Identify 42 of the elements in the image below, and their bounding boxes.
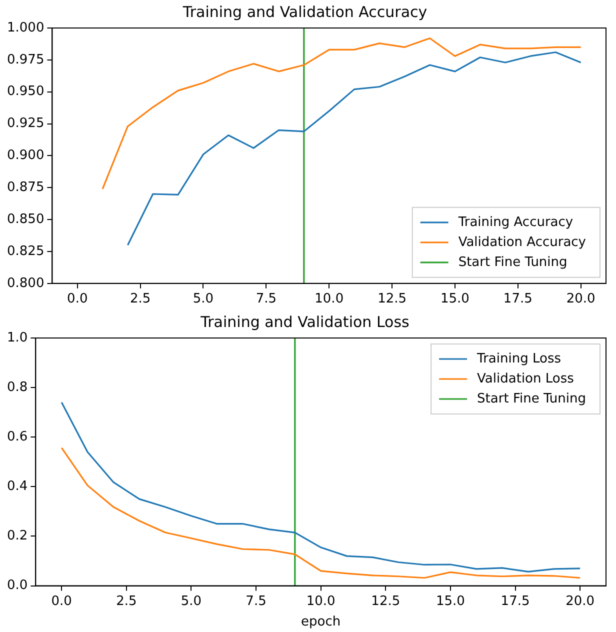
x-tick-label: 20.0	[566, 292, 596, 307]
x-tick-label: 0.0	[51, 594, 72, 609]
x-tick-label: 0.0	[67, 292, 88, 307]
y-tick-label: 0.850	[7, 212, 44, 227]
y-tick-label: 0.975	[7, 52, 44, 68]
y-tick-label: 0.875	[7, 180, 44, 195]
y-tick-label: 0.925	[7, 116, 44, 132]
x-tick-label: 20.0	[566, 594, 595, 609]
y-tick-label: 0.800	[7, 276, 44, 291]
legend-label: Start Fine Tuning	[477, 391, 586, 406]
y-tick-label: 0.900	[7, 148, 44, 164]
x-tick-label: 5.0	[192, 292, 214, 307]
y-tick-label: 0.8	[6, 380, 28, 395]
x-tick-label: 10.0	[306, 594, 336, 609]
y-tick-label: 0.825	[7, 244, 44, 259]
x-tick-label: 2.5	[130, 292, 151, 307]
legend-label: Start Fine Tuning	[458, 254, 568, 270]
y-tick-label: 0.4	[6, 479, 28, 494]
legend-label: Validation Loss	[477, 371, 574, 386]
x-tick-label: 10.0	[314, 292, 344, 307]
y-tick-label: 0.2	[6, 528, 28, 544]
y-tick-label: 0.6	[6, 429, 28, 444]
x-tick-label: 17.5	[503, 292, 532, 307]
chart-title: Training and Validation Accuracy	[182, 2, 428, 21]
x-tick-label: 12.5	[378, 292, 407, 307]
legend-label: Training Loss	[476, 351, 562, 366]
x-tick-label: 15.0	[436, 594, 465, 609]
y-tick-label: 1.000	[7, 20, 44, 36]
x-tick-label: 2.5	[116, 594, 137, 609]
x-tick-label: 17.5	[500, 594, 530, 609]
x-tick-label: 15.0	[440, 292, 470, 307]
y-tick-label: 0.0	[6, 578, 28, 594]
legend-label: Validation Accuracy	[458, 234, 586, 250]
y-tick-label: 0.950	[7, 84, 44, 100]
legend-label: Training Accuracy	[457, 214, 574, 230]
y-tick-label: 1.0	[6, 330, 28, 346]
x-tick-label: 7.5	[256, 292, 277, 307]
chart-title: Training and Validation Loss	[200, 312, 410, 331]
x-axis-title: epoch	[301, 614, 341, 630]
x-tick-label: 7.5	[246, 594, 266, 609]
x-tick-label: 12.5	[371, 594, 400, 609]
x-tick-label: 5.0	[180, 594, 202, 609]
